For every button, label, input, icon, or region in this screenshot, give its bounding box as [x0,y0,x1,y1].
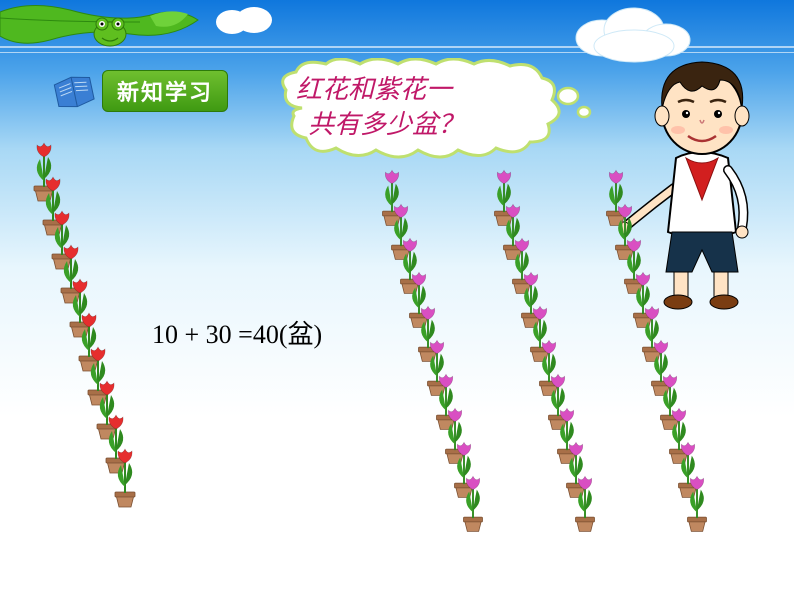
question-line2: 共有多少盆？ [296,107,464,142]
purple-flower-column-3 [604,170,734,575]
purple-flower-column-2 [492,170,622,575]
book-icon [52,73,96,109]
badge-label: 新知学习 [102,70,228,112]
cloud-small [210,2,280,38]
question-text: 红花和紫花一 共有多少盆？ [296,72,464,142]
question-line1: 红花和紫花一 [296,72,464,107]
equation: 10 + 30 =40(盆) [152,314,322,351]
lesson-badge: 新知学习 [52,70,228,112]
purple-flower-column-1 [380,170,510,575]
red-flower-column [32,145,162,550]
thought-bubble: 红花和紫花一 共有多少盆？ [272,58,562,183]
